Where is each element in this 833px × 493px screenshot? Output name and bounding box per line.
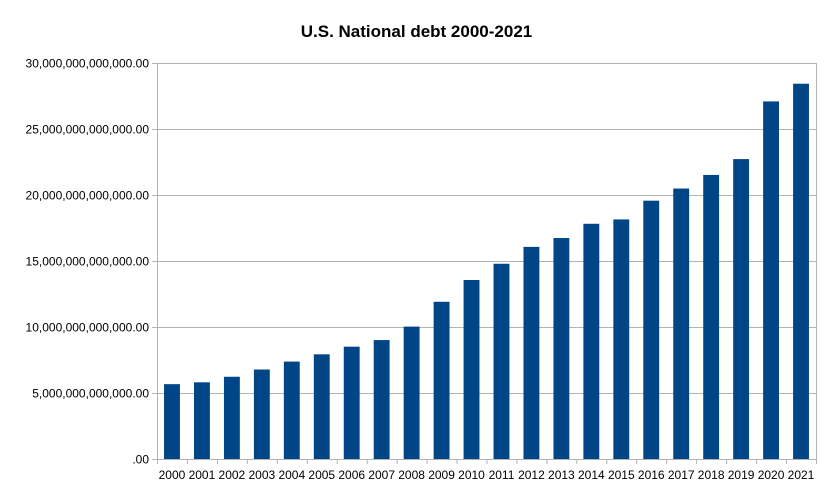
- x-tick-labels: 2000 2001 2002 2003 2004 2005 2006 2007 2008 2009…: [159, 468, 815, 482]
- y-tick-labels: .00 5,000,000,000,000.00 10,000,000,000,00…: [26, 57, 150, 467]
- bar-2017: [673, 188, 690, 459]
- bar-2006: [343, 346, 360, 459]
- bar-2016: [643, 200, 660, 459]
- x-tick-label: 2002: [219, 468, 246, 482]
- x-tick-label: 2017: [668, 468, 695, 482]
- x-tick-label: 2012: [518, 468, 545, 482]
- x-tick-label: 2007: [368, 468, 395, 482]
- x-tick-label: 2011: [489, 468, 515, 482]
- bar-2018: [703, 174, 720, 459]
- bar-2005: [313, 354, 330, 459]
- x-tick-label: 2001: [189, 468, 216, 482]
- x-tick-label: 2018: [698, 468, 725, 482]
- x-tick-label: 2013: [548, 468, 575, 482]
- bars: [164, 83, 809, 459]
- x-tick-label: 2003: [248, 468, 275, 482]
- bar-2011: [493, 263, 510, 459]
- bar-2014: [583, 223, 600, 459]
- bar-2019: [733, 159, 750, 459]
- x-tick-label: 2015: [608, 468, 635, 482]
- x-tick-label: 2019: [728, 468, 755, 482]
- y-tick-label: 25,000,000,000,000.00: [26, 123, 150, 137]
- chart-title: U.S. National debt 2000-2021: [301, 22, 532, 41]
- y-tick-label: 5,000,000,000,000.00: [32, 387, 149, 401]
- bar-2002: [223, 376, 240, 459]
- x-tick-label: 2000: [159, 468, 186, 482]
- x-tick-label: 2014: [578, 468, 605, 482]
- bar-2012: [523, 246, 540, 459]
- bar-2008: [403, 326, 420, 459]
- y-tick-label: 10,000,000,000,000.00: [26, 321, 150, 335]
- bar-2000: [164, 384, 180, 459]
- bar-2013: [553, 238, 570, 459]
- x-tick-label: 2010: [458, 468, 485, 482]
- bar-2007: [373, 340, 390, 459]
- x-tick-label: 2021: [788, 468, 815, 482]
- y-tick-label: 15,000,000,000,000.00: [26, 255, 150, 269]
- y-tick-label: 20,000,000,000,000.00: [26, 189, 150, 203]
- bar-2015: [613, 219, 630, 459]
- bar-2009: [433, 301, 450, 459]
- bar-2004: [283, 361, 300, 459]
- bar-2021: [793, 83, 809, 459]
- x-tick-label: 2016: [638, 468, 665, 482]
- x-tick-label: 2004: [278, 468, 305, 482]
- x-tick-label: 2006: [338, 468, 365, 482]
- x-tick-label: 2005: [308, 468, 335, 482]
- x-tick-label: 2008: [398, 468, 425, 482]
- bar-2001: [193, 382, 210, 459]
- x-tick-label: 2020: [758, 468, 785, 482]
- bar-2010: [463, 280, 480, 459]
- y-tick-label: .00: [132, 453, 149, 467]
- bar-2003: [253, 369, 270, 459]
- x-tick-label: 2009: [428, 468, 455, 482]
- axes: [152, 63, 817, 464]
- y-tick-label: 30,000,000,000,000.00: [26, 57, 150, 71]
- bar-2020: [763, 101, 780, 459]
